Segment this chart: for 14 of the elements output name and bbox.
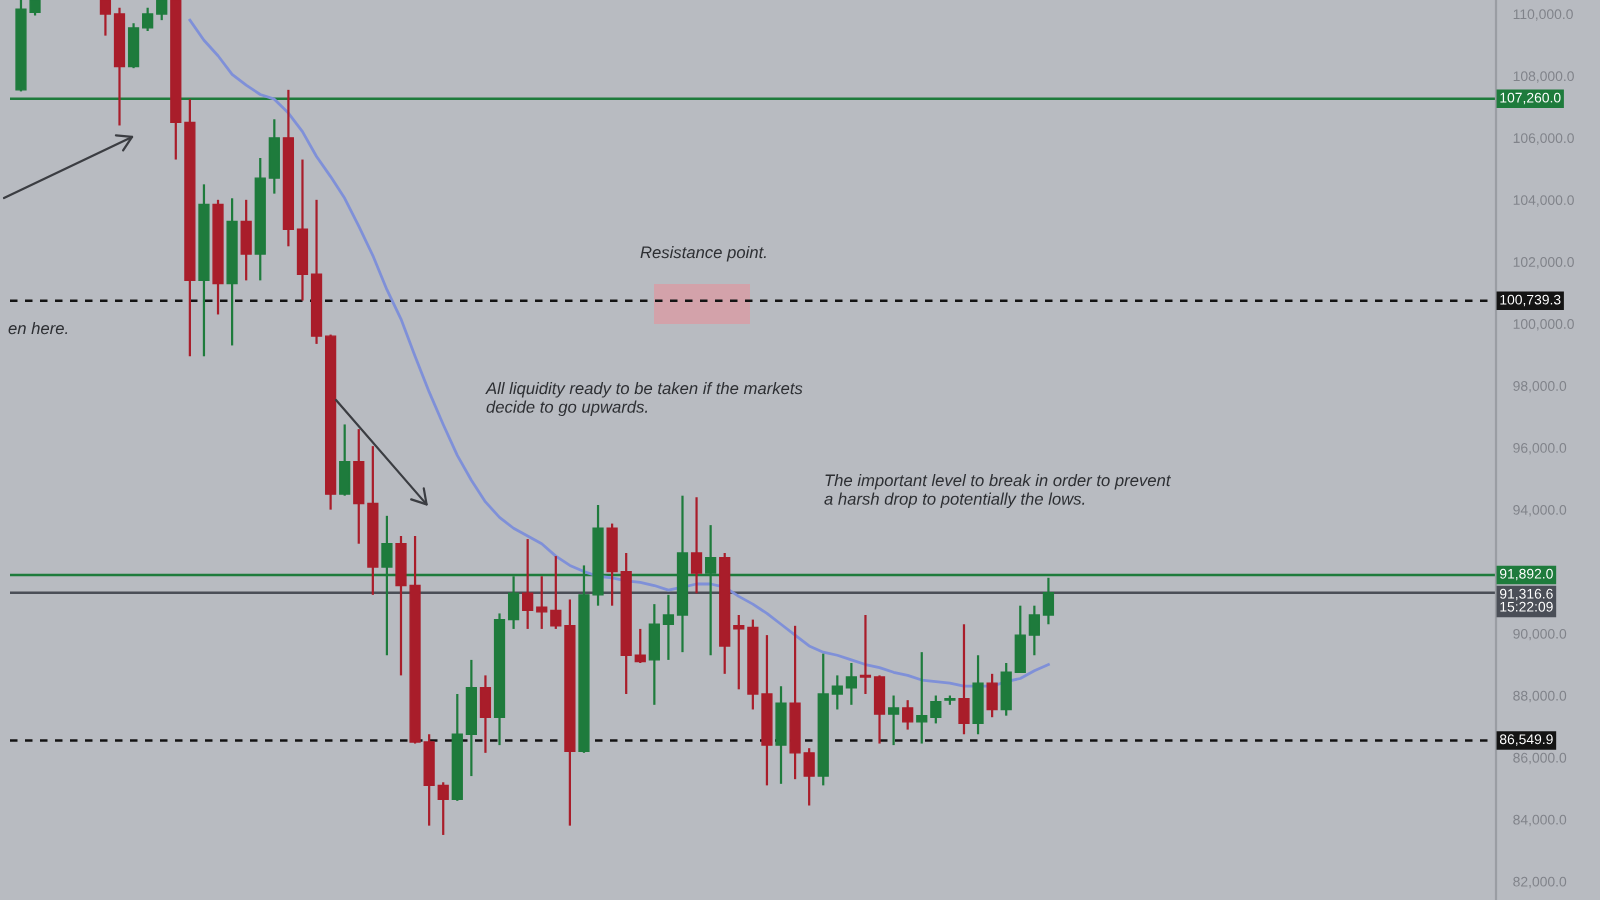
- candlestick: [972, 654, 984, 736]
- candlestick: [958, 623, 970, 736]
- candlestick: [902, 699, 914, 731]
- annotation: en here.: [8, 322, 68, 335]
- candlestick: [887, 694, 900, 747]
- candlestick: [479, 674, 492, 754]
- candlestick: [339, 423, 351, 497]
- candlestick: [775, 685, 787, 785]
- annotation: The important level to break in order to prevent a harsh drop to potentially the lows.: [824, 474, 1172, 509]
- candlestick: [240, 198, 252, 282]
- annotation: All liquidity ready to be taken if the markets decide to go upwards.: [485, 382, 803, 417]
- candlestick: [690, 496, 703, 595]
- candlestick: [986, 672, 998, 719]
- annotation: Resistance point.: [640, 246, 766, 262]
